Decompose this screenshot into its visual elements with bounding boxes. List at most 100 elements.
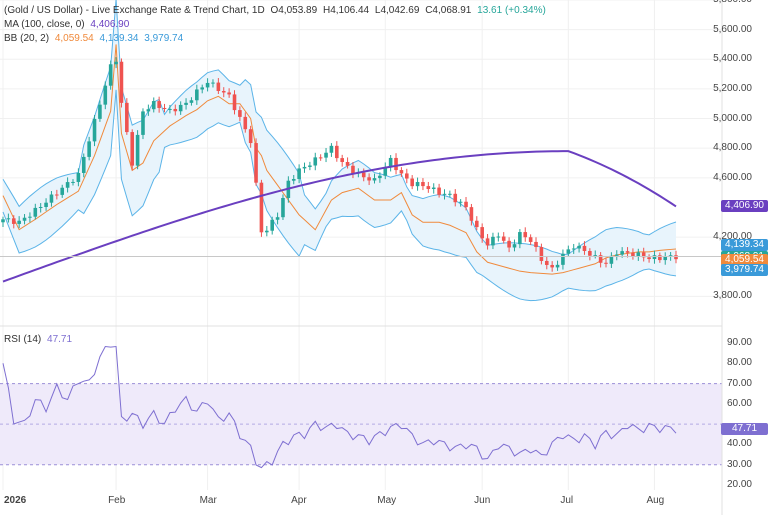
- bb-legend: BB (20, 2) 4,059.54 4,139.34 3,979.74: [4, 33, 186, 44]
- candle: [577, 242, 581, 253]
- candle: [614, 250, 619, 261]
- candle: [335, 141, 339, 162]
- candle: [604, 258, 608, 268]
- rsi-tick-label: 90.00: [726, 337, 752, 348]
- candle: [539, 243, 544, 265]
- candle: [410, 175, 414, 190]
- candle: [453, 189, 458, 207]
- high-value: 4,106.44: [330, 5, 370, 16]
- candle: [609, 252, 614, 268]
- candle: [426, 181, 431, 193]
- candle: [259, 179, 264, 237]
- bollinger-middle-line: [2, 44, 677, 275]
- price-tick-label: 3,800.00: [713, 290, 752, 302]
- candle: [571, 243, 576, 254]
- rsi-line: [2, 345, 677, 469]
- candle: [394, 153, 398, 175]
- bb-lower-price-tag: 3,979.74: [721, 263, 768, 276]
- candle: [238, 106, 242, 122]
- candle: [345, 157, 350, 169]
- candle: [119, 58, 124, 108]
- rsi-tick-label: 60.00: [726, 397, 752, 409]
- candle: [71, 179, 75, 186]
- candle: [588, 248, 592, 261]
- candle: [44, 198, 48, 211]
- candle: [221, 87, 226, 98]
- time-tick-label: Apr: [291, 495, 307, 506]
- price-tick-label: 5,800.00: [713, 0, 752, 5]
- time-tick-label: Aug: [646, 495, 665, 506]
- bb-legend-lower: 3,979.74: [144, 33, 184, 44]
- candle: [243, 112, 248, 133]
- open-label: O: [270, 5, 279, 16]
- close-value: 4,068.91: [432, 5, 472, 16]
- candle: [340, 154, 344, 167]
- candle: [329, 143, 334, 157]
- time-tick-label: 2026: [4, 495, 27, 506]
- candle: [189, 97, 194, 106]
- ma100-line: [2, 150, 677, 283]
- candle: [270, 216, 274, 235]
- time-tick-label: Feb: [108, 495, 126, 506]
- candle: [55, 189, 59, 200]
- candle: [501, 232, 506, 244]
- candle: [351, 162, 355, 179]
- candle: [313, 152, 318, 171]
- candle: [38, 203, 43, 213]
- candle: [507, 237, 511, 253]
- candle: [474, 216, 479, 231]
- candle: [442, 189, 447, 200]
- candle: [561, 249, 565, 270]
- candle: [518, 229, 522, 249]
- candle: [437, 183, 441, 198]
- candle: [636, 248, 641, 261]
- rsi-tick-label: 20.00: [726, 479, 752, 490]
- candle: [17, 216, 21, 229]
- candle: [647, 254, 651, 263]
- rsi-value-tag: 47.71: [721, 422, 768, 435]
- candle: [11, 215, 16, 229]
- candle: [555, 260, 560, 271]
- low-label: L: [374, 5, 381, 16]
- bollinger-lower-line: [2, 89, 677, 302]
- candle: [663, 252, 668, 265]
- candle: [550, 261, 554, 272]
- candle: [405, 168, 409, 184]
- candle: [49, 191, 54, 207]
- candle: [125, 98, 129, 135]
- candle: [658, 252, 662, 263]
- candle: [173, 104, 178, 116]
- candle: [135, 130, 140, 170]
- candle: [98, 100, 102, 122]
- candle: [631, 248, 635, 260]
- candle: [544, 256, 549, 270]
- candle: [216, 78, 221, 94]
- candle: [81, 153, 86, 178]
- candle: [297, 164, 301, 184]
- low-value: 4,042.69: [380, 5, 420, 16]
- rsi-legend-value: 47.71: [47, 334, 73, 345]
- candle: [157, 96, 161, 113]
- open-value: 4,053.89: [278, 5, 318, 16]
- candle: [184, 98, 188, 110]
- candle: [211, 79, 215, 88]
- candle: [302, 162, 307, 173]
- candle: [383, 162, 388, 180]
- candle: [265, 225, 269, 237]
- candle: [291, 174, 296, 185]
- ma-legend: MA (100, close, 0) 4,406.90: [4, 19, 132, 30]
- ma-legend-value: 4,406.90: [90, 19, 130, 30]
- candle: [485, 234, 490, 250]
- time-tick-label: Jul: [560, 495, 574, 506]
- candle: [361, 168, 366, 182]
- price-tick-label: 4,600.00: [713, 171, 752, 183]
- candle: [168, 104, 172, 114]
- bb-mid-price-tag: 4,059.54: [721, 253, 768, 266]
- rsi-tick-label: 80.00: [726, 357, 752, 369]
- candle: [60, 184, 65, 198]
- candle: [431, 183, 436, 194]
- candle: [318, 154, 323, 161]
- candle: [372, 173, 377, 184]
- candle: [512, 239, 517, 252]
